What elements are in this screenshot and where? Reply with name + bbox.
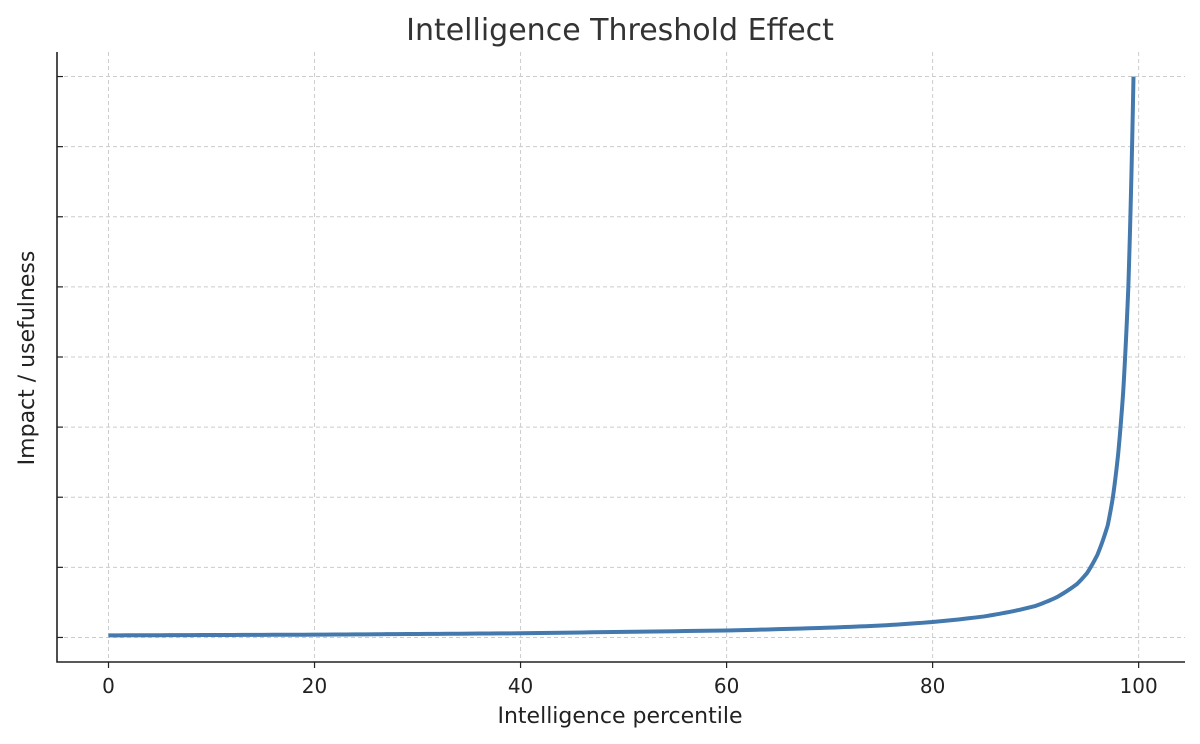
series-line bbox=[108, 76, 1136, 638]
axis-spines bbox=[56, 52, 1185, 663]
x-tick-label: 80 bbox=[920, 674, 945, 698]
x-axis-label: Intelligence percentile bbox=[497, 704, 742, 729]
series-layer bbox=[108, 76, 1136, 638]
chart-title: Intelligence Threshold Effect bbox=[406, 13, 834, 48]
x-tick-label: 0 bbox=[102, 674, 115, 698]
x-tick-label: 40 bbox=[508, 674, 533, 698]
x-tick-label: 60 bbox=[714, 674, 739, 698]
ticks: 0 20 40 60 80 100 bbox=[57, 75, 1158, 698]
x-tick-label: 100 bbox=[1120, 674, 1158, 698]
grid bbox=[57, 52, 1185, 662]
y-axis-label: Impact / usefulness bbox=[15, 251, 40, 466]
x-tick-label: 20 bbox=[302, 674, 327, 698]
